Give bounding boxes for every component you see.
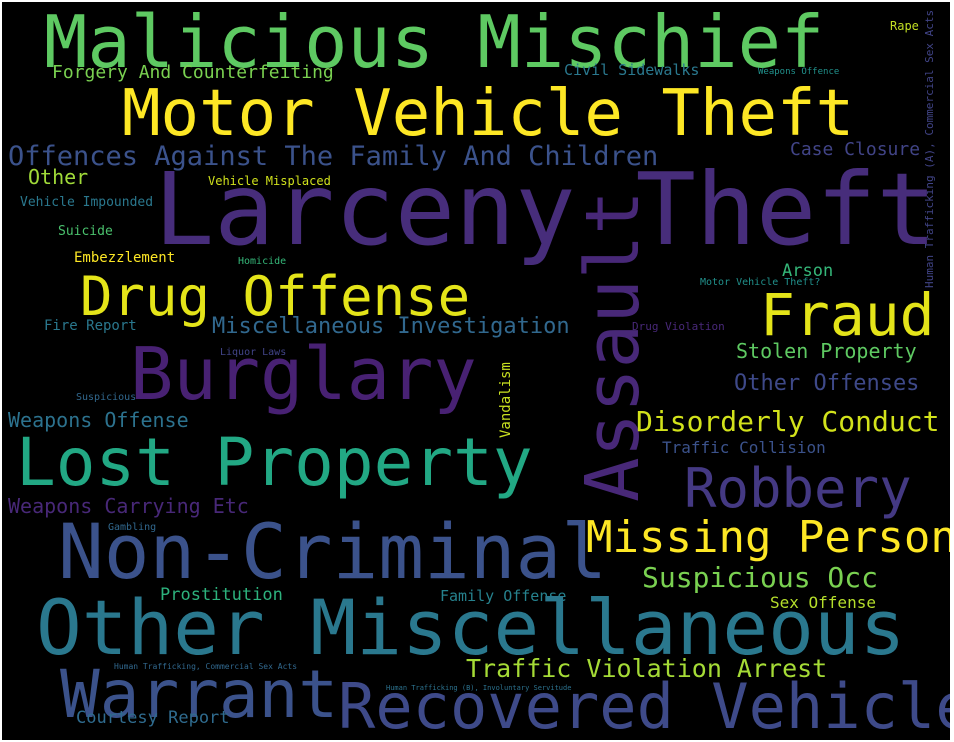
word-lost-property: Lost Property (16, 424, 533, 501)
word-assault: Assault (570, 190, 656, 502)
word-embezzlement: Embezzlement (74, 250, 176, 266)
word-drug-offense: Drug Offense (80, 265, 471, 328)
word-gambling: Gambling (108, 522, 157, 533)
word-disorderly-conduct: Disorderly Conduct (636, 405, 940, 438)
word-family-offense: Family Offense (440, 587, 567, 605)
word-stolen-property: Stolen Property (736, 339, 917, 363)
word-misc-investigation: Miscellaneous Investigation (212, 314, 570, 339)
word-non-criminal: Non-Criminal (58, 507, 608, 596)
word-other-miscellaneous: Other Miscellaneous (36, 583, 906, 672)
word-homicide: Homicide (238, 256, 287, 267)
word-courtesy-report: Courtesy Report (76, 708, 230, 728)
word-motor-vehicle-theft: Motor Vehicle Theft (122, 77, 855, 151)
word-forgery: Forgery And Counterfeiting (52, 62, 334, 83)
word-weapons-offence: Weapons Offence (758, 67, 840, 77)
word-suspicious-occ: Suspicious Occ (642, 561, 879, 594)
word-larceny-theft: Larceny Theft (154, 151, 937, 268)
word-vehicle-misplaced: Vehicle Misplaced (208, 174, 331, 188)
word-rape: Rape (890, 19, 919, 33)
word-vehicle-impounded: Vehicle Impounded (20, 195, 154, 210)
word-warrant: Warrant (60, 656, 339, 733)
word-fraud: Fraud (760, 281, 935, 349)
word-drug-violation: Drug Violation (632, 320, 725, 333)
word-robbery: Robbery (684, 457, 912, 520)
word-liquor-laws: Liquor Laws (220, 347, 287, 358)
word-fire-report: Fire Report (44, 318, 137, 334)
word-prostitution: Prostitution (160, 585, 283, 605)
word-weapons-offense: Weapons Offense (8, 408, 189, 432)
word-suicide: Suicide (58, 224, 113, 239)
word-traffic-collision: Traffic Collision (662, 438, 826, 457)
word-motor-vehicle-theft-q: Motor Vehicle Theft? (700, 277, 821, 288)
word-human-trafficking-b: Human Trafficking (B), Involuntary Servi… (386, 684, 572, 692)
word-recovered-vehicle: Recovered Vehicle (338, 670, 950, 740)
word-sex-offense: Sex Offense (770, 593, 876, 612)
word-civil-sidewalks: Civil Sidewalks (564, 61, 700, 79)
word-burglary: Burglary (130, 332, 477, 416)
word-human-trafficking-csa: Human Trafficking, Commercial Sex Acts (114, 662, 298, 671)
word-other: Other (28, 165, 89, 189)
word-missing-person: Missing Person (586, 512, 950, 563)
word-malicious-mischief: Malicious Mischief (44, 2, 825, 84)
word-suspicious: Suspicious (76, 392, 137, 403)
word-traffic-violation-arrest: Traffic Violation Arrest (466, 654, 828, 683)
word-offences-family: Offences Against The Family And Children (8, 141, 659, 172)
word-case-closure: Case Closure (790, 139, 921, 160)
word-other-offenses: Other Offenses (734, 371, 920, 396)
word-arson: Arson (782, 261, 834, 281)
word-weapons-carrying: Weapons Carrying Etc (8, 494, 249, 518)
